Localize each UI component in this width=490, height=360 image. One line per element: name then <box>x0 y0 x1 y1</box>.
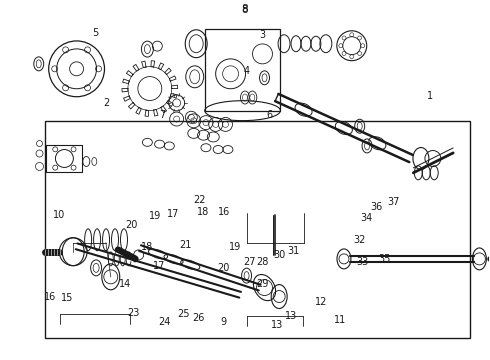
Text: 2: 2 <box>103 98 109 108</box>
Text: 19: 19 <box>229 242 242 252</box>
Text: 32: 32 <box>353 235 366 245</box>
Text: 1: 1 <box>427 91 434 101</box>
Text: 8: 8 <box>242 4 248 14</box>
Text: 33: 33 <box>356 257 368 267</box>
Text: 18: 18 <box>197 207 210 217</box>
Text: 34: 34 <box>360 213 372 222</box>
Text: 31: 31 <box>288 246 300 256</box>
Text: 28: 28 <box>256 257 268 267</box>
Bar <box>45 121 469 338</box>
Text: 20: 20 <box>125 220 138 230</box>
Bar <box>47 144 82 172</box>
Text: 21: 21 <box>179 240 192 250</box>
Text: 16: 16 <box>219 207 231 217</box>
Text: 24: 24 <box>158 317 171 327</box>
Text: 25: 25 <box>178 310 190 319</box>
Text: 14: 14 <box>119 279 131 289</box>
Text: 10: 10 <box>53 210 66 220</box>
Text: 27: 27 <box>244 257 256 267</box>
Text: 37: 37 <box>388 197 400 207</box>
Text: 36: 36 <box>370 202 383 212</box>
Text: 6: 6 <box>267 111 272 121</box>
Text: 17: 17 <box>153 261 166 271</box>
Text: 18: 18 <box>141 242 153 252</box>
Text: 7: 7 <box>159 111 165 121</box>
Text: 19: 19 <box>148 211 161 221</box>
Text: 17: 17 <box>167 209 179 219</box>
Text: 20: 20 <box>217 263 229 273</box>
Text: 16: 16 <box>44 292 56 302</box>
Text: 12: 12 <box>315 297 327 307</box>
Text: 26: 26 <box>193 313 205 323</box>
Text: 30: 30 <box>273 250 285 260</box>
Text: 11: 11 <box>334 315 346 325</box>
Text: 29: 29 <box>256 279 268 289</box>
Text: 35: 35 <box>378 254 391 264</box>
Bar <box>205 29 280 111</box>
Text: 13: 13 <box>270 320 283 330</box>
Text: 13: 13 <box>285 311 297 321</box>
Text: 23: 23 <box>127 308 140 318</box>
Text: 5: 5 <box>92 28 98 38</box>
Text: 15: 15 <box>61 293 73 303</box>
Text: 22: 22 <box>193 195 205 205</box>
Text: 9: 9 <box>220 317 226 327</box>
Text: 4: 4 <box>244 66 249 76</box>
Text: 3: 3 <box>259 30 265 40</box>
Text: 8: 8 <box>242 5 248 15</box>
